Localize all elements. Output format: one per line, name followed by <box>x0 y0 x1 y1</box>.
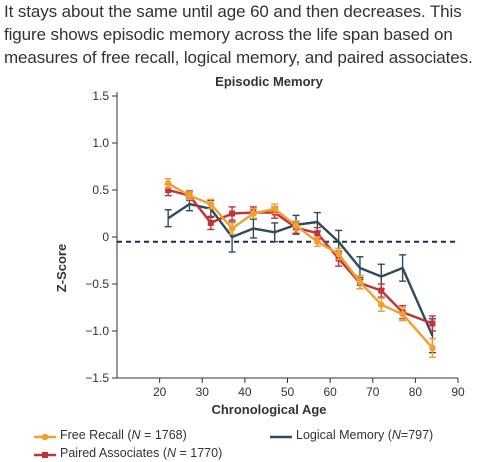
data-point <box>271 205 279 213</box>
y-tick-label: 1.0 <box>92 136 109 150</box>
data-point <box>164 180 172 187</box>
y-tick-label: −1.0 <box>85 324 109 338</box>
x-tick-label: 80 <box>409 385 423 399</box>
data-point <box>314 230 321 237</box>
y-tick-label: 0 <box>102 230 109 244</box>
y-axis-label: Z-Score <box>54 244 69 292</box>
data-point <box>292 222 300 230</box>
data-point <box>229 210 236 217</box>
x-tick-label: 90 <box>451 385 465 399</box>
legend-logical-memory-label: Logical Memory (N=797) <box>296 428 434 442</box>
series-0 <box>164 178 436 359</box>
caption-line-1: It stays about the same until age 60 and… <box>4 2 462 21</box>
legend-free-recall-label: Free Recall (N = 1768) <box>60 428 187 442</box>
caption-line-2: figure shows episodic memory across the … <box>4 25 453 44</box>
x-tick-label: 50 <box>281 385 295 399</box>
data-point <box>378 287 385 294</box>
x-axis-label: Chronological Age <box>211 402 326 417</box>
data-point <box>399 310 406 318</box>
data-point <box>186 192 193 199</box>
y-tick-label: −0.5 <box>85 277 109 291</box>
x-tick-label: 70 <box>366 385 380 399</box>
series-group <box>164 178 436 359</box>
series-line <box>167 188 433 325</box>
legend-marker <box>42 452 48 458</box>
data-point <box>165 187 172 193</box>
legend-paired-associates-label: Paired Associates (N = 1770) <box>60 446 223 460</box>
data-point <box>356 278 364 286</box>
figure-caption: It stays about the same until age 60 and… <box>4 0 496 69</box>
data-point <box>377 301 385 308</box>
legend-logical-memory: Logical Memory (N=797) <box>296 428 433 442</box>
data-point <box>429 344 436 352</box>
data-point <box>207 200 215 208</box>
axes-group: 1.5 1.0 0.5 0 −0.5 −1.0 −1.5 20 30 40 50 60 70 80 90 <box>85 89 465 399</box>
legend-paired-associates: Paired Associates (N = 1770) <box>60 446 222 460</box>
x-tick-label: 40 <box>238 385 252 399</box>
y-tick-label: −1.5 <box>85 371 109 385</box>
chart-title: Episodic Memory <box>215 74 323 89</box>
series-2 <box>164 196 436 354</box>
x-tick-label: 30 <box>196 385 210 399</box>
x-tick-label: 60 <box>323 385 337 399</box>
data-point <box>429 320 436 327</box>
caption-line-3: measures of free recall, logical memory,… <box>4 48 473 67</box>
legend-symbols <box>34 433 292 458</box>
data-point <box>250 210 257 217</box>
y-tick-label: 0.5 <box>92 183 109 197</box>
series-1 <box>164 183 436 332</box>
data-point <box>207 219 214 226</box>
data-point <box>228 225 236 232</box>
y-tick-label: 1.5 <box>92 89 109 103</box>
x-tick-label: 20 <box>153 385 167 399</box>
data-point <box>335 250 342 258</box>
data-point <box>314 238 321 245</box>
legend-free-recall: Free Recall (N = 1768) <box>60 428 187 442</box>
legend-marker <box>41 433 49 441</box>
